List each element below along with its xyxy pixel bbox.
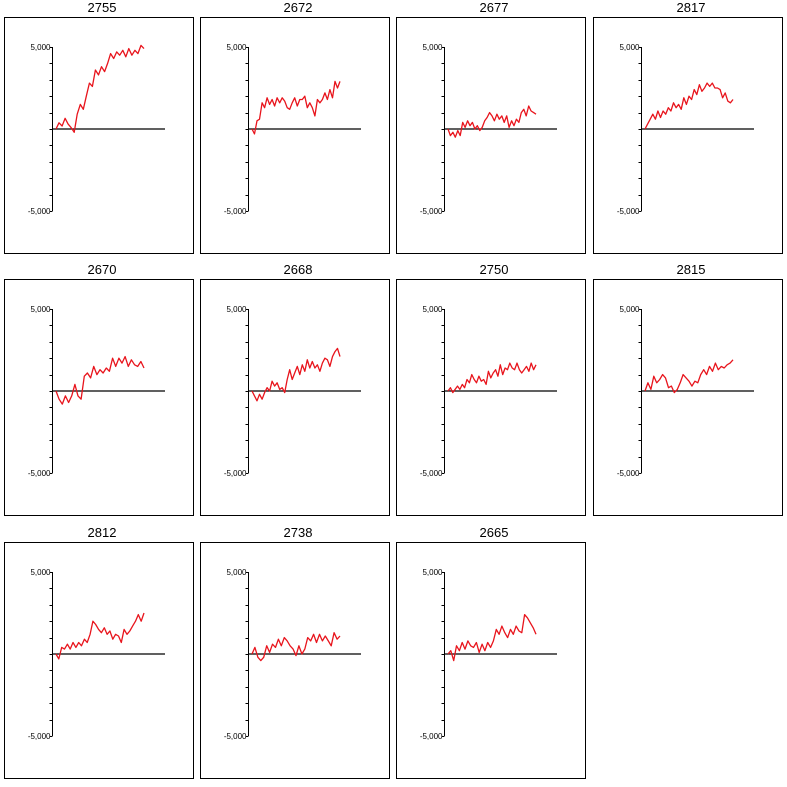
y-tick-label-bottom: -5,000 <box>28 207 51 216</box>
chart-frame <box>593 17 783 254</box>
chart-frame <box>200 542 390 779</box>
chart-svg: 5,000 -5,000 <box>200 17 390 254</box>
y-tick-label-top: 5,000 <box>30 305 51 314</box>
chart-title: 2817 <box>676 0 706 15</box>
chart-frame <box>200 279 390 516</box>
chart-frame <box>593 279 783 516</box>
y-tick-label-bottom: -5,000 <box>28 732 51 741</box>
chart-svg: 5,000 -5,000 <box>4 542 194 779</box>
chart-svg: 5,000 -5,000 <box>396 17 586 254</box>
chart-panel: 2668 5,000 -5,000 <box>200 262 396 524</box>
chart-frame <box>200 17 390 254</box>
y-tick-label-top: 5,000 <box>619 43 640 52</box>
series-line <box>447 105 537 138</box>
chart-panel: 2677 5,000 -5,000 <box>396 0 592 262</box>
y-tick-label-bottom: -5,000 <box>420 469 443 478</box>
chart-title: 2677 <box>479 0 509 15</box>
chart-panel: 2755 5,000 -5,000 <box>4 0 200 262</box>
chart-svg: 5,000 -5,000 <box>4 17 194 254</box>
series-line <box>251 632 341 662</box>
chart-svg: 5,000 -5,000 <box>396 542 586 779</box>
chart-title: 2755 <box>87 0 117 15</box>
chart-title: 2815 <box>676 262 706 277</box>
y-tick-label-top: 5,000 <box>619 305 640 314</box>
series-line <box>644 82 734 130</box>
chart-panel: 2670 5,000 -5,000 <box>4 262 200 524</box>
series-line <box>251 347 341 402</box>
y-tick-label-top: 5,000 <box>30 43 51 52</box>
chart-svg: 5,000 -5,000 <box>4 279 194 516</box>
y-tick-label-top: 5,000 <box>226 43 247 52</box>
y-tick-label-bottom: -5,000 <box>224 469 247 478</box>
y-tick-label-bottom: -5,000 <box>224 732 247 741</box>
series-line <box>447 362 537 394</box>
y-tick-label-bottom: -5,000 <box>420 732 443 741</box>
chart-panel: 2812 5,000 -5,000 <box>4 525 200 787</box>
chart-frame <box>396 17 586 254</box>
y-tick-label-top: 5,000 <box>30 568 51 577</box>
series-line <box>644 359 734 394</box>
chart-panel: 2817 5,000 -5,000 <box>593 0 787 262</box>
chart-title: 2812 <box>87 525 117 540</box>
y-tick-label-top: 5,000 <box>226 568 247 577</box>
series-line <box>55 612 145 660</box>
chart-svg: 5,000 -5,000 <box>200 279 390 516</box>
chart-svg: 5,000 -5,000 <box>593 17 783 254</box>
y-tick-label-bottom: -5,000 <box>224 207 247 216</box>
chart-title: 2738 <box>283 525 313 540</box>
y-tick-label-top: 5,000 <box>422 43 443 52</box>
y-tick-label-top: 5,000 <box>226 305 247 314</box>
chart-panel: 2665 5,000 -5,000 <box>396 525 592 787</box>
y-tick-label-bottom: -5,000 <box>617 469 640 478</box>
chart-svg: 5,000 -5,000 <box>593 279 783 516</box>
y-tick-label-bottom: -5,000 <box>420 207 443 216</box>
chart-frame <box>4 17 194 254</box>
chart-panel: 2815 5,000 -5,000 <box>593 262 787 524</box>
chart-title: 2668 <box>283 262 313 277</box>
chart-panel: 2750 5,000 -5,000 <box>396 262 592 524</box>
y-tick-label-top: 5,000 <box>422 568 443 577</box>
chart-svg: 5,000 -5,000 <box>396 279 586 516</box>
chart-frame <box>396 279 586 516</box>
chart-title: 2665 <box>479 525 509 540</box>
series-line <box>251 80 341 135</box>
chart-frame <box>396 542 586 779</box>
chart-frame <box>4 279 194 516</box>
chart-title: 2750 <box>479 262 509 277</box>
series-line <box>55 44 145 133</box>
chart-svg: 5,000 -5,000 <box>200 542 390 779</box>
y-tick-label-bottom: -5,000 <box>617 207 640 216</box>
chart-title: 2670 <box>87 262 117 277</box>
chart-frame <box>4 542 194 779</box>
y-tick-label-top: 5,000 <box>422 305 443 314</box>
series-line <box>447 613 537 662</box>
chart-title: 2672 <box>283 0 313 15</box>
y-tick-label-bottom: -5,000 <box>28 469 51 478</box>
chart-panel: 2738 5,000 -5,000 <box>200 525 396 787</box>
series-line <box>55 355 145 405</box>
chart-panel: 2672 5,000 -5,000 <box>200 0 396 262</box>
